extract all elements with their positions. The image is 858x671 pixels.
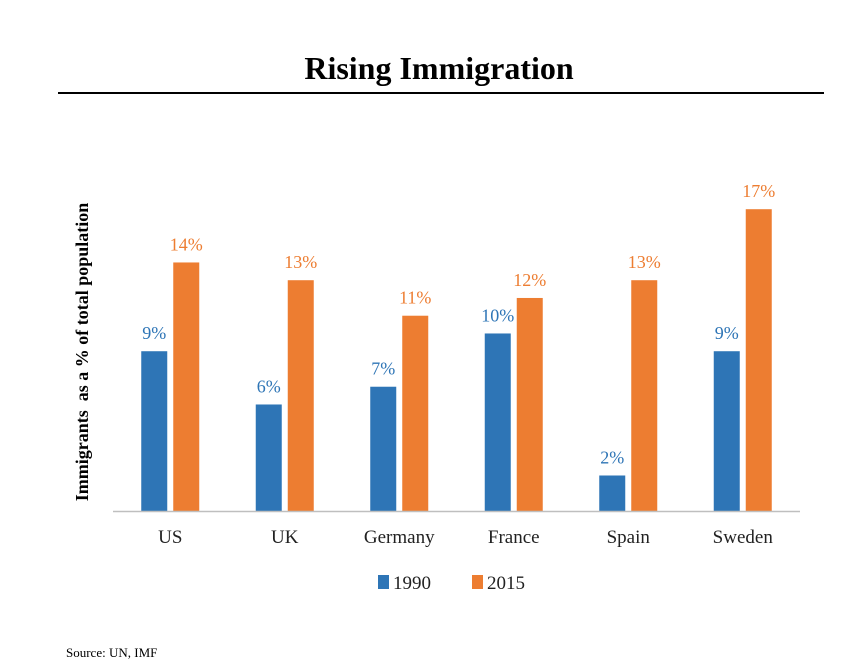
legend-swatch-1990	[378, 575, 389, 589]
data-label-1990-spain: 2%	[600, 447, 624, 467]
y-axis-label: Immigrants as a % of total population	[72, 203, 92, 502]
x-tick-label-sweden: Sweden	[713, 527, 774, 548]
legend-label-1990: 1990	[393, 573, 431, 594]
data-label-2015-france: 12%	[513, 270, 546, 290]
data-label-2015-us: 14%	[170, 234, 203, 254]
bar-2015-sweden	[745, 209, 772, 511]
data-label-1990-france: 10%	[481, 305, 514, 325]
bar-2015-uk	[287, 280, 314, 511]
bar-1990-sweden	[713, 351, 740, 511]
x-tick-label-germany: Germany	[364, 527, 435, 548]
bar-chart: 9% 14% 6% 13% 7% 11% 10% 12% 2% 13% 9% 17% Immigran…	[72, 181, 800, 594]
data-label-2015-uk: 13%	[284, 252, 317, 272]
bar-1990-france	[484, 333, 511, 511]
bar-2015-france	[516, 297, 543, 511]
x-tick-label-france: France	[488, 527, 540, 548]
data-label-1990-germany: 7%	[371, 359, 395, 379]
legend-swatch-2015	[472, 575, 483, 589]
bar-2015-spain	[631, 280, 658, 511]
x-tick-label-spain: Spain	[607, 527, 651, 548]
bar-1990-germany	[370, 386, 397, 511]
data-label-2015-germany: 11%	[399, 288, 431, 308]
data-label-2015-sweden: 17%	[742, 181, 775, 201]
bar-1990-spain	[599, 475, 626, 511]
bar-1990-us	[141, 351, 168, 511]
bar-1990-uk	[255, 404, 282, 511]
title-underline	[58, 92, 824, 94]
source-note: Source: UN, IMF	[66, 645, 158, 660]
data-label-2015-spain: 13%	[628, 252, 661, 272]
legend-label-2015: 2015	[487, 573, 525, 594]
bar-2015-germany	[402, 315, 429, 511]
x-tick-label-uk: UK	[271, 527, 299, 548]
chart-title: Rising Immigration	[304, 50, 574, 86]
data-label-1990-sweden: 9%	[715, 323, 739, 343]
bar-2015-us	[173, 262, 200, 511]
data-label-1990-uk: 6%	[257, 376, 281, 396]
x-tick-label-us: US	[158, 527, 182, 548]
data-label-1990-us: 9%	[142, 323, 166, 343]
